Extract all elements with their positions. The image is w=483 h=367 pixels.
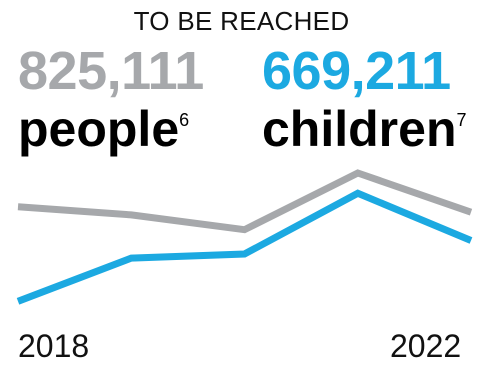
children-label: children <box>262 101 457 157</box>
page-title: TO BE REACHED <box>133 6 350 36</box>
children-stat: 669,211 children7 <box>262 44 467 154</box>
series-line-1 <box>17 169 473 234</box>
x-tick-end: 2022 <box>390 328 462 364</box>
children-footnote: 7 <box>456 110 467 130</box>
people-footnote: 6 <box>179 110 190 130</box>
children-label-row: children7 <box>262 104 467 154</box>
people-label: people <box>18 101 180 157</box>
children-count: 669,211 <box>262 41 451 101</box>
x-tick-start: 2018 <box>18 328 90 364</box>
people-stat: 825,111 people6 <box>18 44 204 154</box>
people-label-row: people6 <box>18 104 204 154</box>
people-count: 825,111 <box>18 41 204 101</box>
